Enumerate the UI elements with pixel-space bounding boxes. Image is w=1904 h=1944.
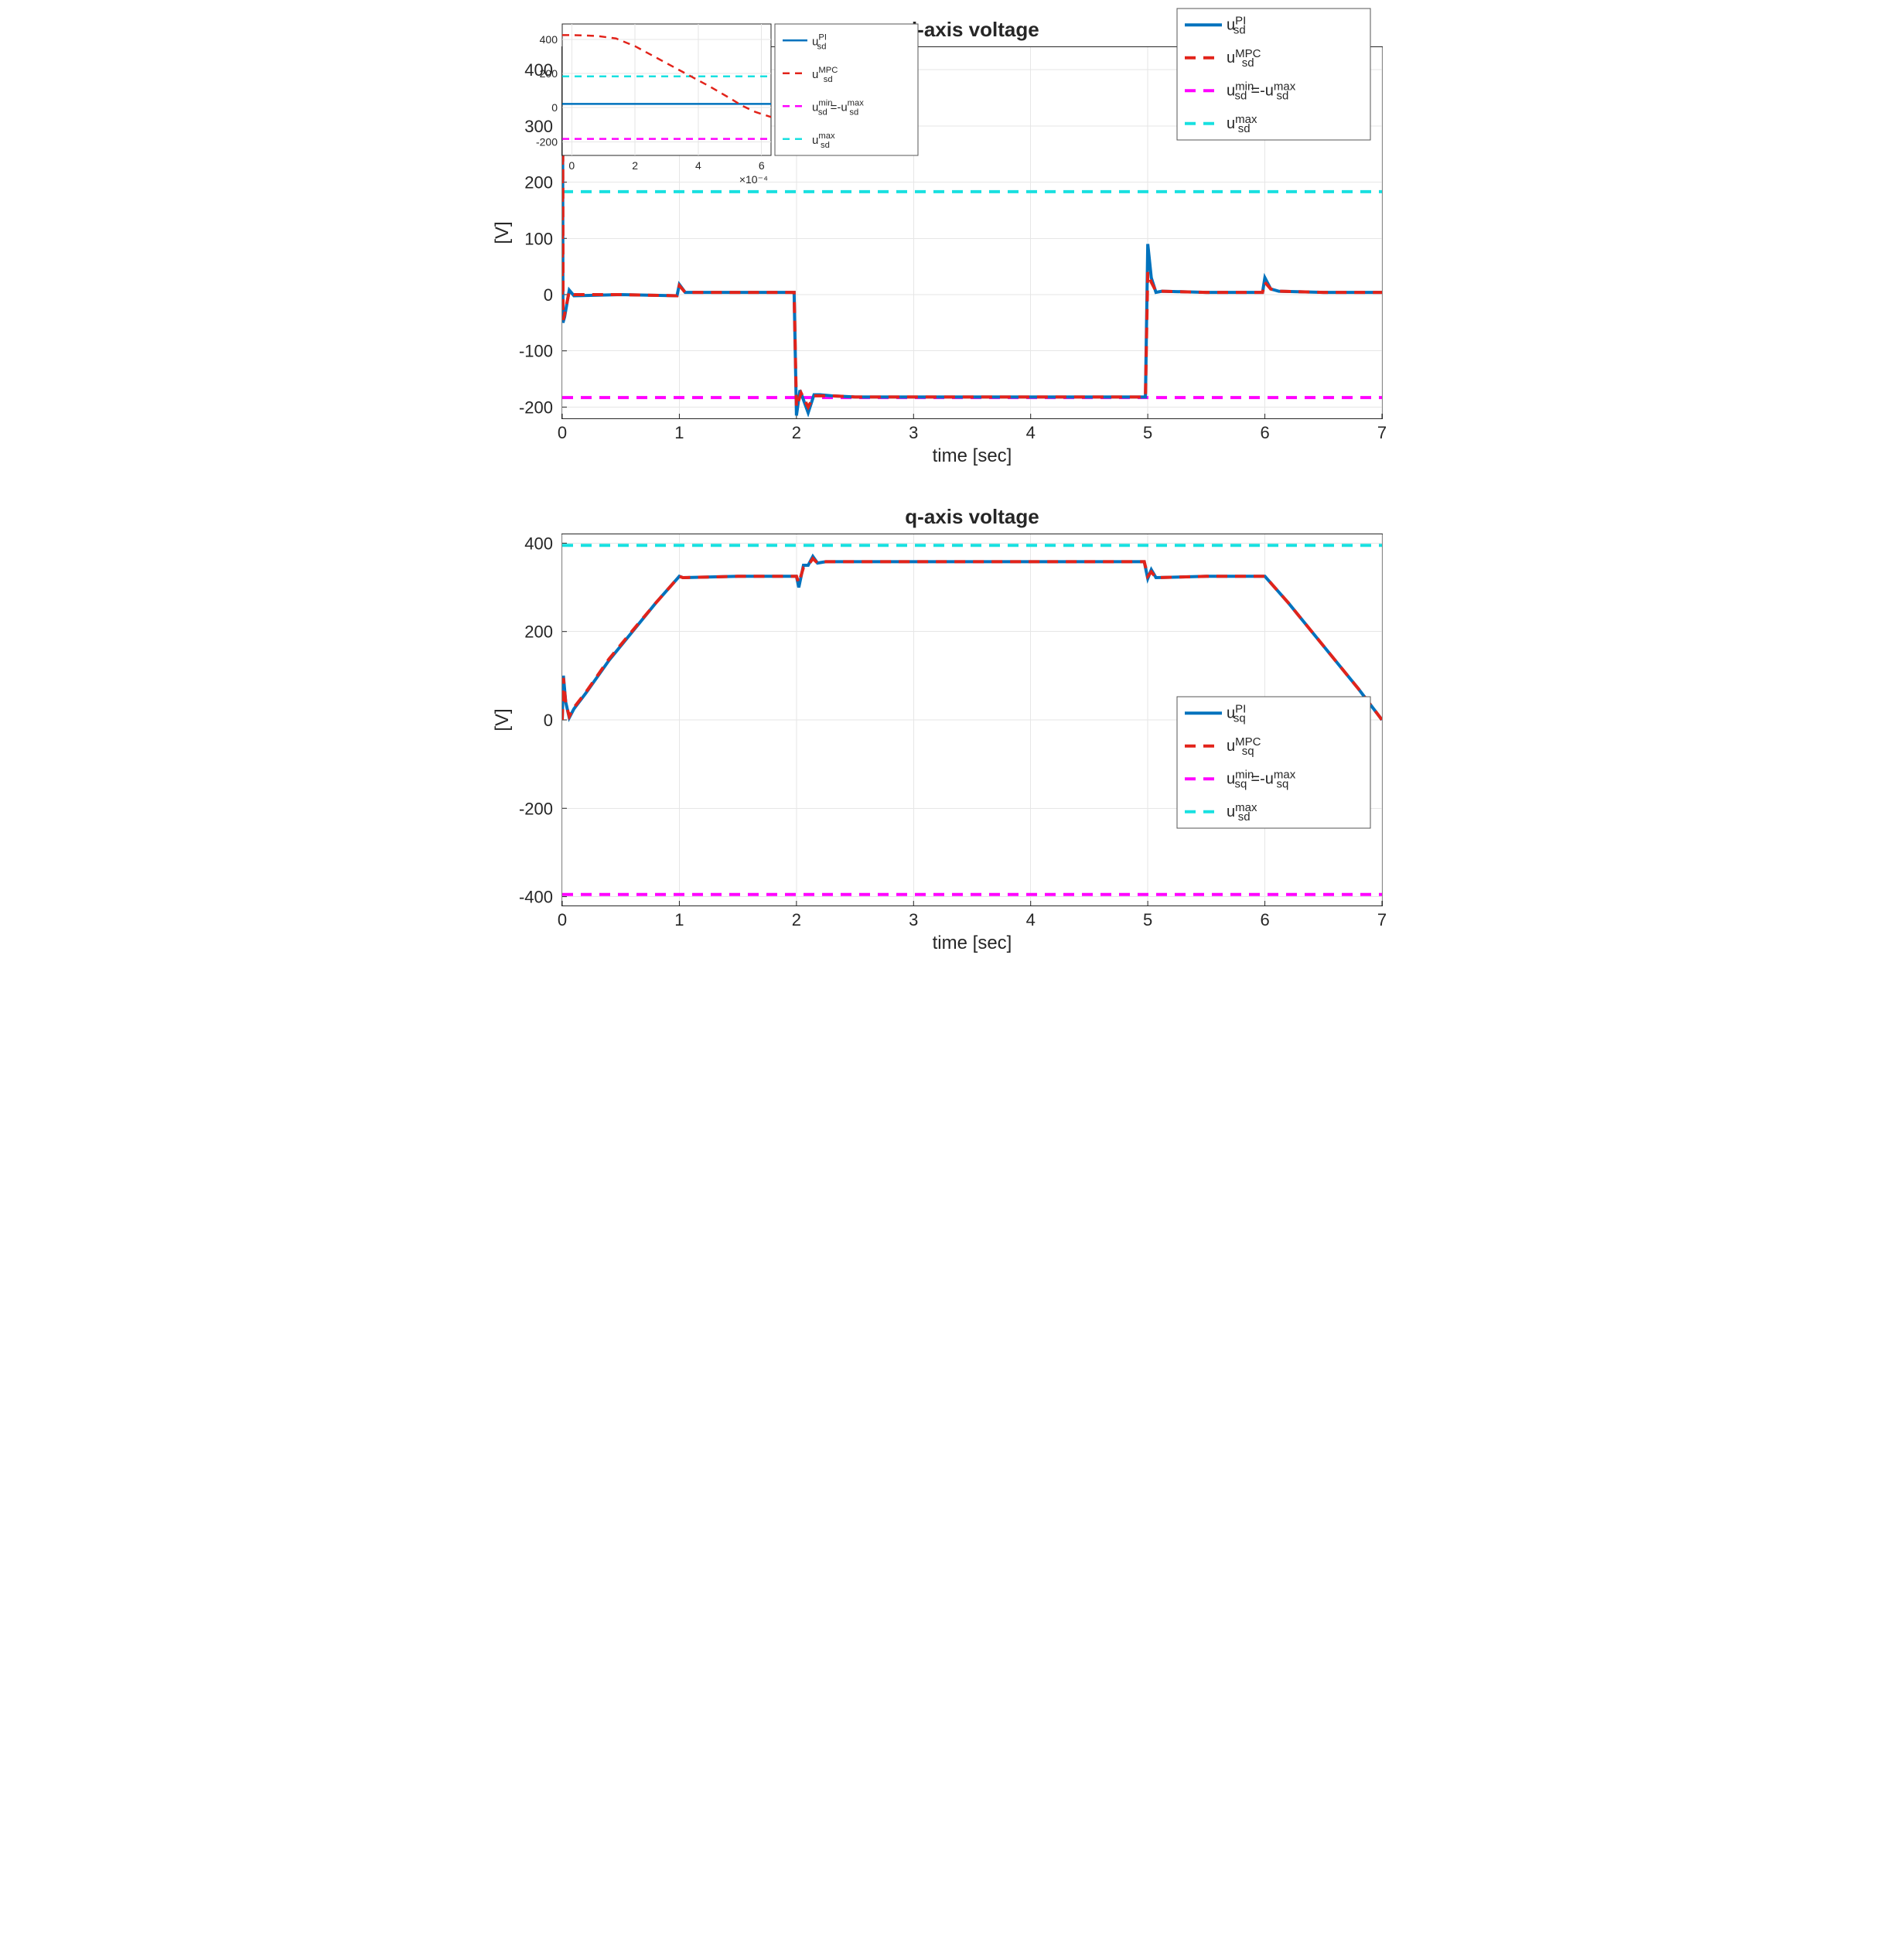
svg-text:1: 1: [674, 423, 684, 442]
svg-text:3: 3: [909, 910, 918, 929]
svg-text:-400: -400: [518, 888, 552, 907]
svg-text:7: 7: [1377, 910, 1386, 929]
svg-text:400: 400: [524, 534, 553, 553]
svg-text:4: 4: [1025, 423, 1035, 442]
svg-text:6: 6: [1260, 910, 1269, 929]
svg-text:q-axis voltage: q-axis voltage: [905, 505, 1039, 528]
svg-text:time [sec]: time [sec]: [932, 445, 1012, 466]
series-mpc: [562, 558, 1382, 720]
svg-text:0: 0: [543, 285, 552, 305]
svg-text:5: 5: [1143, 910, 1152, 929]
svg-text:uminsq=-umaxsq: uminsq=-umaxsq: [1227, 768, 1296, 790]
svg-text:2: 2: [791, 910, 800, 929]
svg-text:-200: -200: [518, 799, 552, 818]
svg-text:3: 3: [909, 423, 918, 442]
svg-text:[V]: [V]: [492, 708, 513, 731]
series-pi: [562, 557, 1382, 720]
svg-text:200: 200: [524, 622, 553, 642]
svg-text:-100: -100: [518, 342, 552, 361]
svg-text:300: 300: [524, 117, 553, 136]
svg-text:400: 400: [539, 33, 558, 46]
figure: 01234567-200-1000100200300400time [sec][…: [476, 0, 1428, 972]
svg-text:5: 5: [1143, 423, 1152, 442]
svg-text:6: 6: [758, 159, 764, 172]
svg-text:4: 4: [695, 159, 701, 172]
svg-text:0: 0: [543, 711, 552, 730]
svg-text:100: 100: [524, 229, 553, 248]
svg-text:time [sec]: time [sec]: [932, 933, 1012, 953]
svg-text:×10⁻⁴: ×10⁻⁴: [739, 173, 767, 186]
svg-text:0: 0: [557, 910, 566, 929]
svg-text:uPIsq: uPIsq: [1227, 702, 1246, 725]
svg-text:[V]: [V]: [492, 221, 513, 244]
svg-text:d-axis voltage: d-axis voltage: [905, 18, 1039, 41]
svg-text:2: 2: [632, 159, 638, 172]
svg-text:7: 7: [1377, 423, 1386, 442]
svg-text:2: 2: [791, 423, 800, 442]
q-axis-voltage-axes: 01234567-400-2000200400time [sec][V]q-ax…: [561, 534, 1383, 906]
svg-text:uPIsd: uPIsd: [1227, 14, 1246, 36]
svg-text:0: 0: [557, 423, 566, 442]
svg-text:6: 6: [1260, 423, 1269, 442]
svg-text:-200: -200: [518, 397, 552, 417]
svg-text:0: 0: [568, 159, 575, 172]
svg-text:200: 200: [539, 67, 558, 80]
svg-text:-200: -200: [535, 135, 557, 148]
svg-text:1: 1: [674, 910, 684, 929]
svg-text:0: 0: [551, 101, 558, 114]
d-axis-voltage-axes: 01234567-200-1000100200300400time [sec][…: [561, 46, 1383, 419]
svg-text:4: 4: [1025, 910, 1035, 929]
svg-text:uminsd=-umaxsd: uminsd=-umaxsd: [1227, 80, 1296, 102]
svg-text:200: 200: [524, 173, 553, 193]
